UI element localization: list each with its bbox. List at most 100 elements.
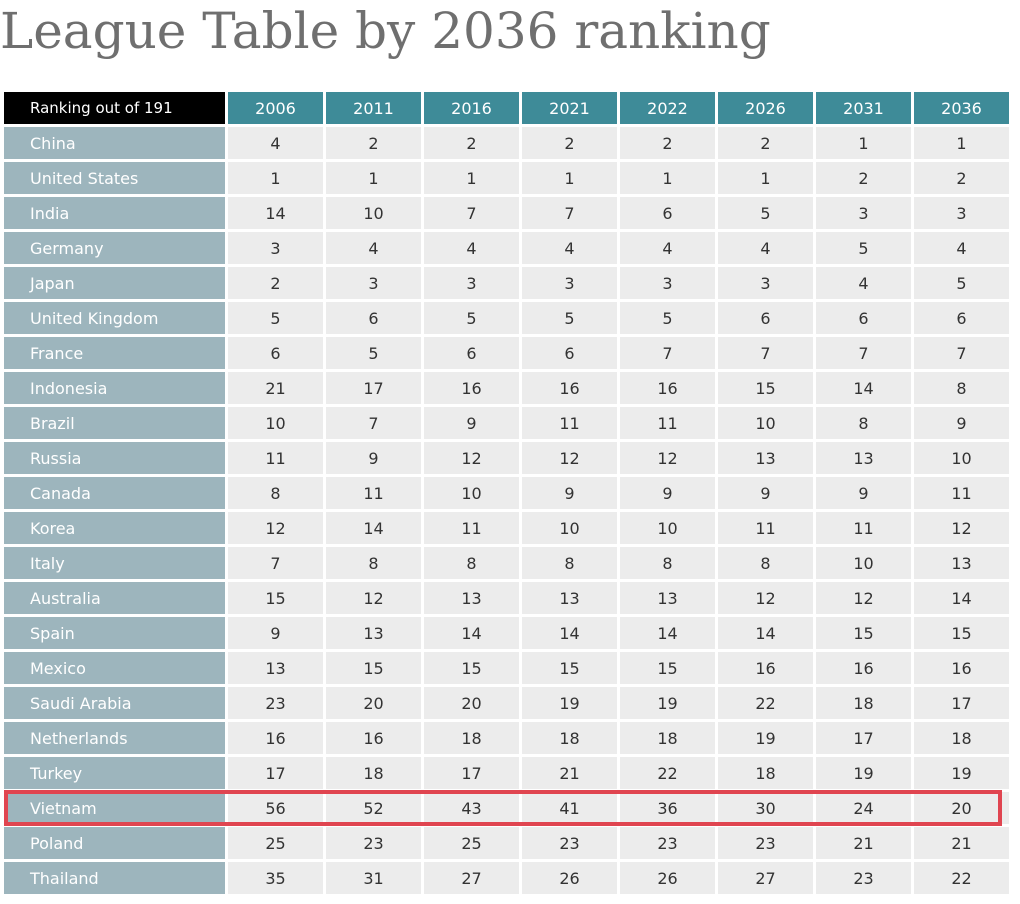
rank-cell: 14 xyxy=(718,617,813,649)
rank-cell: 13 xyxy=(326,617,421,649)
rank-cell: 12 xyxy=(522,442,617,474)
country-label: United States xyxy=(4,162,225,194)
rank-cell: 15 xyxy=(914,617,1009,649)
rank-cell: 2 xyxy=(522,127,617,159)
rank-cell: 6 xyxy=(326,302,421,334)
rank-cell: 7 xyxy=(424,197,519,229)
table-row: Spain 9 13 14 14 14 14 15 15 xyxy=(4,617,1009,649)
rank-cell: 10 xyxy=(228,407,323,439)
rank-cell: 16 xyxy=(326,722,421,754)
year-header: 2031 xyxy=(816,92,911,124)
rank-cell: 15 xyxy=(718,372,813,404)
table-row: Canada 8 11 10 9 9 9 9 11 xyxy=(4,477,1009,509)
country-label: Korea xyxy=(4,512,225,544)
table-row: Netherlands 16 16 18 18 18 19 17 18 xyxy=(4,722,1009,754)
rank-cell: 2 xyxy=(914,162,1009,194)
year-header: 2006 xyxy=(228,92,323,124)
rank-cell: 3 xyxy=(620,267,715,299)
rank-cell: 12 xyxy=(620,442,715,474)
rank-cell: 20 xyxy=(424,687,519,719)
country-label: Indonesia xyxy=(4,372,225,404)
rank-cell: 16 xyxy=(718,652,813,684)
rank-cell: 2 xyxy=(424,127,519,159)
rank-cell: 22 xyxy=(620,757,715,789)
rank-cell: 9 xyxy=(522,477,617,509)
rank-cell: 8 xyxy=(816,407,911,439)
rank-cell: 15 xyxy=(522,652,617,684)
rank-cell: 7 xyxy=(620,337,715,369)
rank-cell: 2 xyxy=(718,127,813,159)
rank-cell: 23 xyxy=(228,687,323,719)
rank-cell: 20 xyxy=(914,792,1009,824)
rank-cell: 7 xyxy=(914,337,1009,369)
country-label: China xyxy=(4,127,225,159)
table-row: Mexico 13 15 15 15 15 16 16 16 xyxy=(4,652,1009,684)
year-header: 2026 xyxy=(718,92,813,124)
rank-cell: 4 xyxy=(718,232,813,264)
rank-cell: 8 xyxy=(718,547,813,579)
rank-cell: 23 xyxy=(718,827,813,859)
rank-cell: 1 xyxy=(326,162,421,194)
rank-cell: 1 xyxy=(718,162,813,194)
rank-cell: 6 xyxy=(914,302,1009,334)
year-header: 2016 xyxy=(424,92,519,124)
rank-cell: 5 xyxy=(816,232,911,264)
country-label: Australia xyxy=(4,582,225,614)
rank-cell: 19 xyxy=(718,722,813,754)
rank-cell: 14 xyxy=(424,617,519,649)
rank-cell: 18 xyxy=(620,722,715,754)
rank-cell: 18 xyxy=(326,757,421,789)
rank-cell: 3 xyxy=(326,267,421,299)
rank-cell: 6 xyxy=(424,337,519,369)
rank-cell: 12 xyxy=(228,512,323,544)
rank-cell: 26 xyxy=(522,862,617,894)
rank-cell: 35 xyxy=(228,862,323,894)
rank-cell: 4 xyxy=(424,232,519,264)
rank-cell: 18 xyxy=(522,722,617,754)
rank-cell: 15 xyxy=(816,617,911,649)
rank-cell: 9 xyxy=(914,407,1009,439)
table-row: Thailand 35 31 27 26 26 27 23 22 xyxy=(4,862,1009,894)
rank-cell: 16 xyxy=(620,372,715,404)
rank-cell: 4 xyxy=(914,232,1009,264)
rank-cell: 8 xyxy=(914,372,1009,404)
table-row: Italy 7 8 8 8 8 8 10 13 xyxy=(4,547,1009,579)
rank-cell: 14 xyxy=(522,617,617,649)
year-header: 2036 xyxy=(914,92,1009,124)
rank-cell: 16 xyxy=(228,722,323,754)
rank-cell: 3 xyxy=(718,267,813,299)
country-label: France xyxy=(4,337,225,369)
rank-cell: 8 xyxy=(424,547,519,579)
league-table: Ranking out of 191 2006 2011 2016 2021 2… xyxy=(1,89,1012,897)
rank-cell: 10 xyxy=(326,197,421,229)
rank-cell: 21 xyxy=(816,827,911,859)
rank-cell: 17 xyxy=(816,722,911,754)
rank-cell: 16 xyxy=(914,652,1009,684)
rank-cell: 12 xyxy=(718,582,813,614)
rank-cell: 4 xyxy=(620,232,715,264)
rank-cell: 6 xyxy=(718,302,813,334)
table-row: Turkey 17 18 17 21 22 18 19 19 xyxy=(4,757,1009,789)
rank-cell: 19 xyxy=(522,687,617,719)
header-row: Ranking out of 191 2006 2011 2016 2021 2… xyxy=(4,92,1009,124)
rank-cell: 3 xyxy=(914,197,1009,229)
rank-cell: 8 xyxy=(326,547,421,579)
rank-cell: 4 xyxy=(522,232,617,264)
rank-cell: 6 xyxy=(620,197,715,229)
rank-cell: 1 xyxy=(228,162,323,194)
rank-cell: 22 xyxy=(718,687,813,719)
rank-cell: 11 xyxy=(424,512,519,544)
rank-cell: 19 xyxy=(914,757,1009,789)
rank-cell: 17 xyxy=(424,757,519,789)
table-row: France 6 5 6 6 7 7 7 7 xyxy=(4,337,1009,369)
rank-cell: 2 xyxy=(816,162,911,194)
rank-cell: 6 xyxy=(522,337,617,369)
rank-cell: 27 xyxy=(718,862,813,894)
rank-cell: 15 xyxy=(326,652,421,684)
rank-cell: 8 xyxy=(228,477,323,509)
table-row: India 14 10 7 7 6 5 3 3 xyxy=(4,197,1009,229)
rank-cell: 1 xyxy=(522,162,617,194)
country-label: Poland xyxy=(4,827,225,859)
table-row: Korea 12 14 11 10 10 11 11 12 xyxy=(4,512,1009,544)
country-label: Brazil xyxy=(4,407,225,439)
